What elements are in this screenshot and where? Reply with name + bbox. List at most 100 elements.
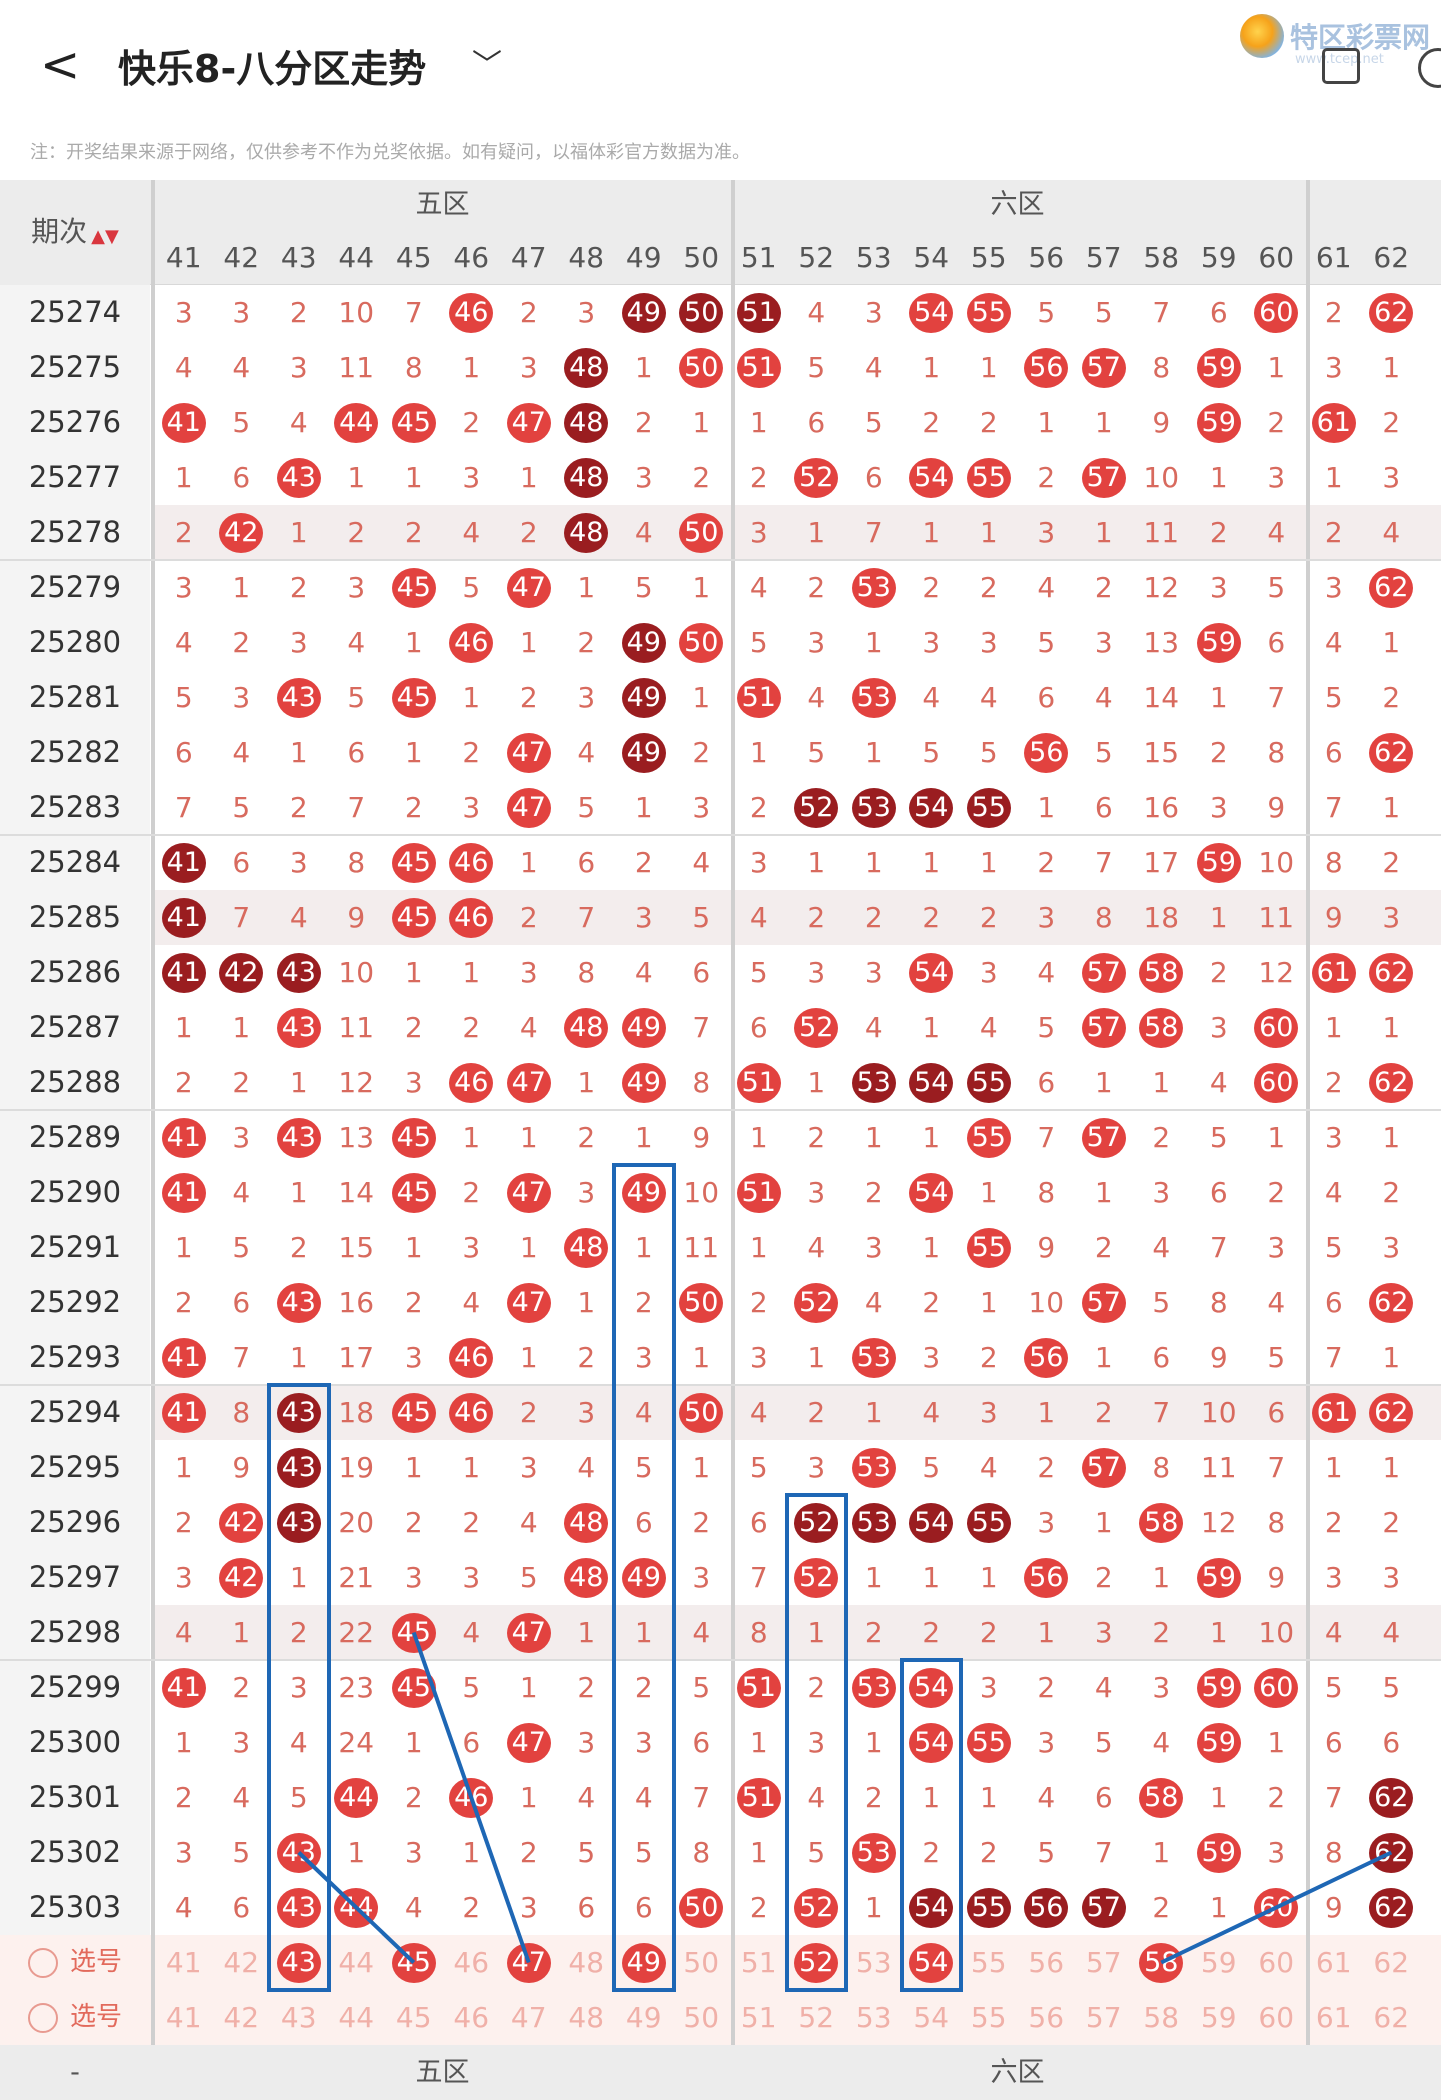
miss-count-cell: 10 (1258, 1616, 1295, 1649)
select-number-cell[interactable]: 42 (223, 2001, 260, 2034)
select-number-cell[interactable]: 59 (1200, 2001, 1237, 2034)
hit-cell: 43 (270, 1495, 328, 1550)
radio-circle-icon[interactable] (27, 1947, 58, 1978)
select-number-cell[interactable]: 58 (1133, 1935, 1191, 1990)
miss-count-cell: 1 (1094, 1176, 1113, 1209)
miss-count-cell: 19 (338, 1451, 375, 1484)
hit-cell: 48 (558, 505, 616, 560)
miss-count-cell: 6 (1324, 1286, 1343, 1319)
drawn-ball: 46 (449, 1338, 494, 1378)
select-number-cell[interactable]: 46 (453, 1946, 490, 1979)
more-icon[interactable] (1418, 48, 1441, 88)
select-number-cell[interactable]: 55 (970, 1946, 1007, 1979)
select-number-cell[interactable]: 56 (1028, 2001, 1065, 2034)
select-number-cell[interactable]: 61 (1315, 2001, 1352, 2034)
hit-cell: 56 (1018, 1550, 1076, 1605)
drawn-ball: 48 (564, 1503, 609, 1543)
select-row-label[interactable]: 选号 (0, 1935, 150, 1990)
select-number-cell[interactable]: 50 (683, 1946, 720, 1979)
miss-count-cell: 3 (979, 956, 998, 989)
column-header-53: 53 (855, 241, 892, 274)
select-number-cell[interactable]: 46 (453, 2001, 490, 2034)
miss-count-cell: 18 (1143, 901, 1180, 934)
select-number-cell[interactable]: 44 (338, 1946, 375, 1979)
hit-cell: 55 (960, 1110, 1018, 1165)
select-number-cell[interactable]: 52 (788, 1935, 846, 1990)
hit-cell: 55 (960, 1055, 1018, 1110)
select-number-cell[interactable]: 41 (165, 2001, 202, 2034)
drawn-ball: 48 (564, 348, 609, 388)
hit-cell: 62 (1363, 725, 1421, 780)
miss-count-cell: 9 (1152, 406, 1171, 439)
select-number-cell[interactable]: 62 (1373, 1946, 1410, 1979)
select-number-cell[interactable]: 50 (683, 2001, 720, 2034)
select-number-cell[interactable]: 59 (1200, 1946, 1237, 1979)
select-number-cell[interactable]: 53 (855, 1946, 892, 1979)
select-number-cell[interactable]: 43 (280, 2001, 317, 2034)
table-row: 25274 3 3 2 10 7 46 2 3 49 50 51 4 3 54 55 5 5 7 6 60 2 62 (0, 285, 1441, 340)
select-number-cell[interactable]: 49 (615, 1935, 673, 1990)
zone-divider (731, 180, 735, 2045)
drawn-ball: 46 (449, 898, 494, 938)
sort-icon[interactable]: ▲▼ (91, 225, 119, 247)
select-number-cell[interactable]: 57 (1085, 2001, 1122, 2034)
select-number-cell[interactable]: 47 (510, 2001, 547, 2034)
select-number-cell[interactable]: 53 (855, 2001, 892, 2034)
miss-count-cell: 2 (404, 1506, 423, 1539)
select-number-cell[interactable]: 54 (903, 1935, 961, 1990)
period-cell: 25291 (0, 1220, 150, 1275)
select-row-label[interactable]: 选号 (0, 1990, 150, 2045)
select-number-cell[interactable]: 60 (1258, 2001, 1295, 2034)
hit-cell: 54 (903, 780, 961, 835)
drawn-ball: 53 (851, 1668, 896, 1708)
miss-count-cell: 1 (577, 1616, 596, 1649)
miss-count-cell: 3 (1324, 351, 1343, 384)
select-number-cell[interactable]: 54 (913, 2001, 950, 2034)
row-group-divider (0, 1384, 1441, 1386)
miss-count-cell: 1 (519, 461, 538, 494)
drawn-ball: 43 (276, 678, 321, 718)
hit-cell: 41 (155, 1110, 213, 1165)
miss-count-cell: 1 (979, 516, 998, 549)
drawn-ball: 54 (909, 458, 954, 498)
select-number-cell[interactable]: 51 (740, 2001, 777, 2034)
select-number-cell[interactable]: 60 (1258, 1946, 1295, 1979)
chevron-down-icon[interactable]: ﹀ (472, 48, 502, 83)
select-number-cell[interactable]: 52 (798, 2001, 835, 2034)
select-number-cell[interactable]: 41 (165, 1946, 202, 1979)
select-number-cell[interactable]: 48 (568, 2001, 605, 2034)
miss-count-cell: 3 (1037, 1506, 1056, 1539)
select-number-cell[interactable]: 49 (625, 2001, 662, 2034)
select-number-cell[interactable]: 55 (970, 2001, 1007, 2034)
miss-count-cell: 1 (232, 1011, 251, 1044)
miss-count-cell: 1 (1152, 1836, 1171, 1869)
select-number-cell[interactable]: 45 (395, 2001, 432, 2034)
drawn-ball: 46 (449, 1393, 494, 1433)
screen-rotate-icon[interactable] (1322, 48, 1360, 84)
select-number-cell[interactable]: 61 (1315, 1946, 1352, 1979)
select-number-cell[interactable]: 58 (1143, 2001, 1180, 2034)
select-cells[interactable]: 4142434445464748495051525354555657585960… (155, 1935, 1441, 1990)
period-cell: 25297 (0, 1550, 150, 1605)
select-number-row[interactable]: 选号 41 42 43 44 45 46 47 48 49 50 51 52 53 54 55 56 57 58 59… (0, 1990, 1441, 2045)
miss-count-cell: 6 (1324, 1726, 1343, 1759)
period-sort-header[interactable]: 期次 ▲▼ (0, 180, 150, 285)
select-number-cell[interactable]: 62 (1373, 2001, 1410, 2034)
select-number-cell[interactable]: 44 (338, 2001, 375, 2034)
table-row: 25290 41 4 1 14 45 2 47 3 49 10 51 3 2 54 1 8 1 3 6 2 4 2 (0, 1165, 1441, 1220)
select-number-cell[interactable]: 56 (1028, 1946, 1065, 1979)
select-number-cell[interactable]: 42 (223, 1946, 260, 1979)
select-number-cell[interactable]: 51 (740, 1946, 777, 1979)
hit-cell: 60 (1248, 1660, 1306, 1715)
miss-count-cell: 3 (232, 296, 251, 329)
hit-cell: 60 (1248, 1000, 1306, 1055)
select-cells[interactable]: 41 42 43 44 45 46 47 48 49 50 51 52 53 54 55 56 57 58 59 60… (155, 1990, 1441, 2045)
radio-circle-icon[interactable] (27, 2002, 58, 2033)
drawn-ball: 41 (161, 1173, 206, 1213)
select-number-cell[interactable]: 57 (1085, 1946, 1122, 1979)
back-icon[interactable]: < (40, 37, 81, 93)
miss-count-cell: 5 (692, 1671, 711, 1704)
miss-count-cell: 11 (1258, 901, 1295, 934)
select-number-cell[interactable]: 43 (270, 1935, 328, 1990)
select-number-cell[interactable]: 48 (568, 1946, 605, 1979)
